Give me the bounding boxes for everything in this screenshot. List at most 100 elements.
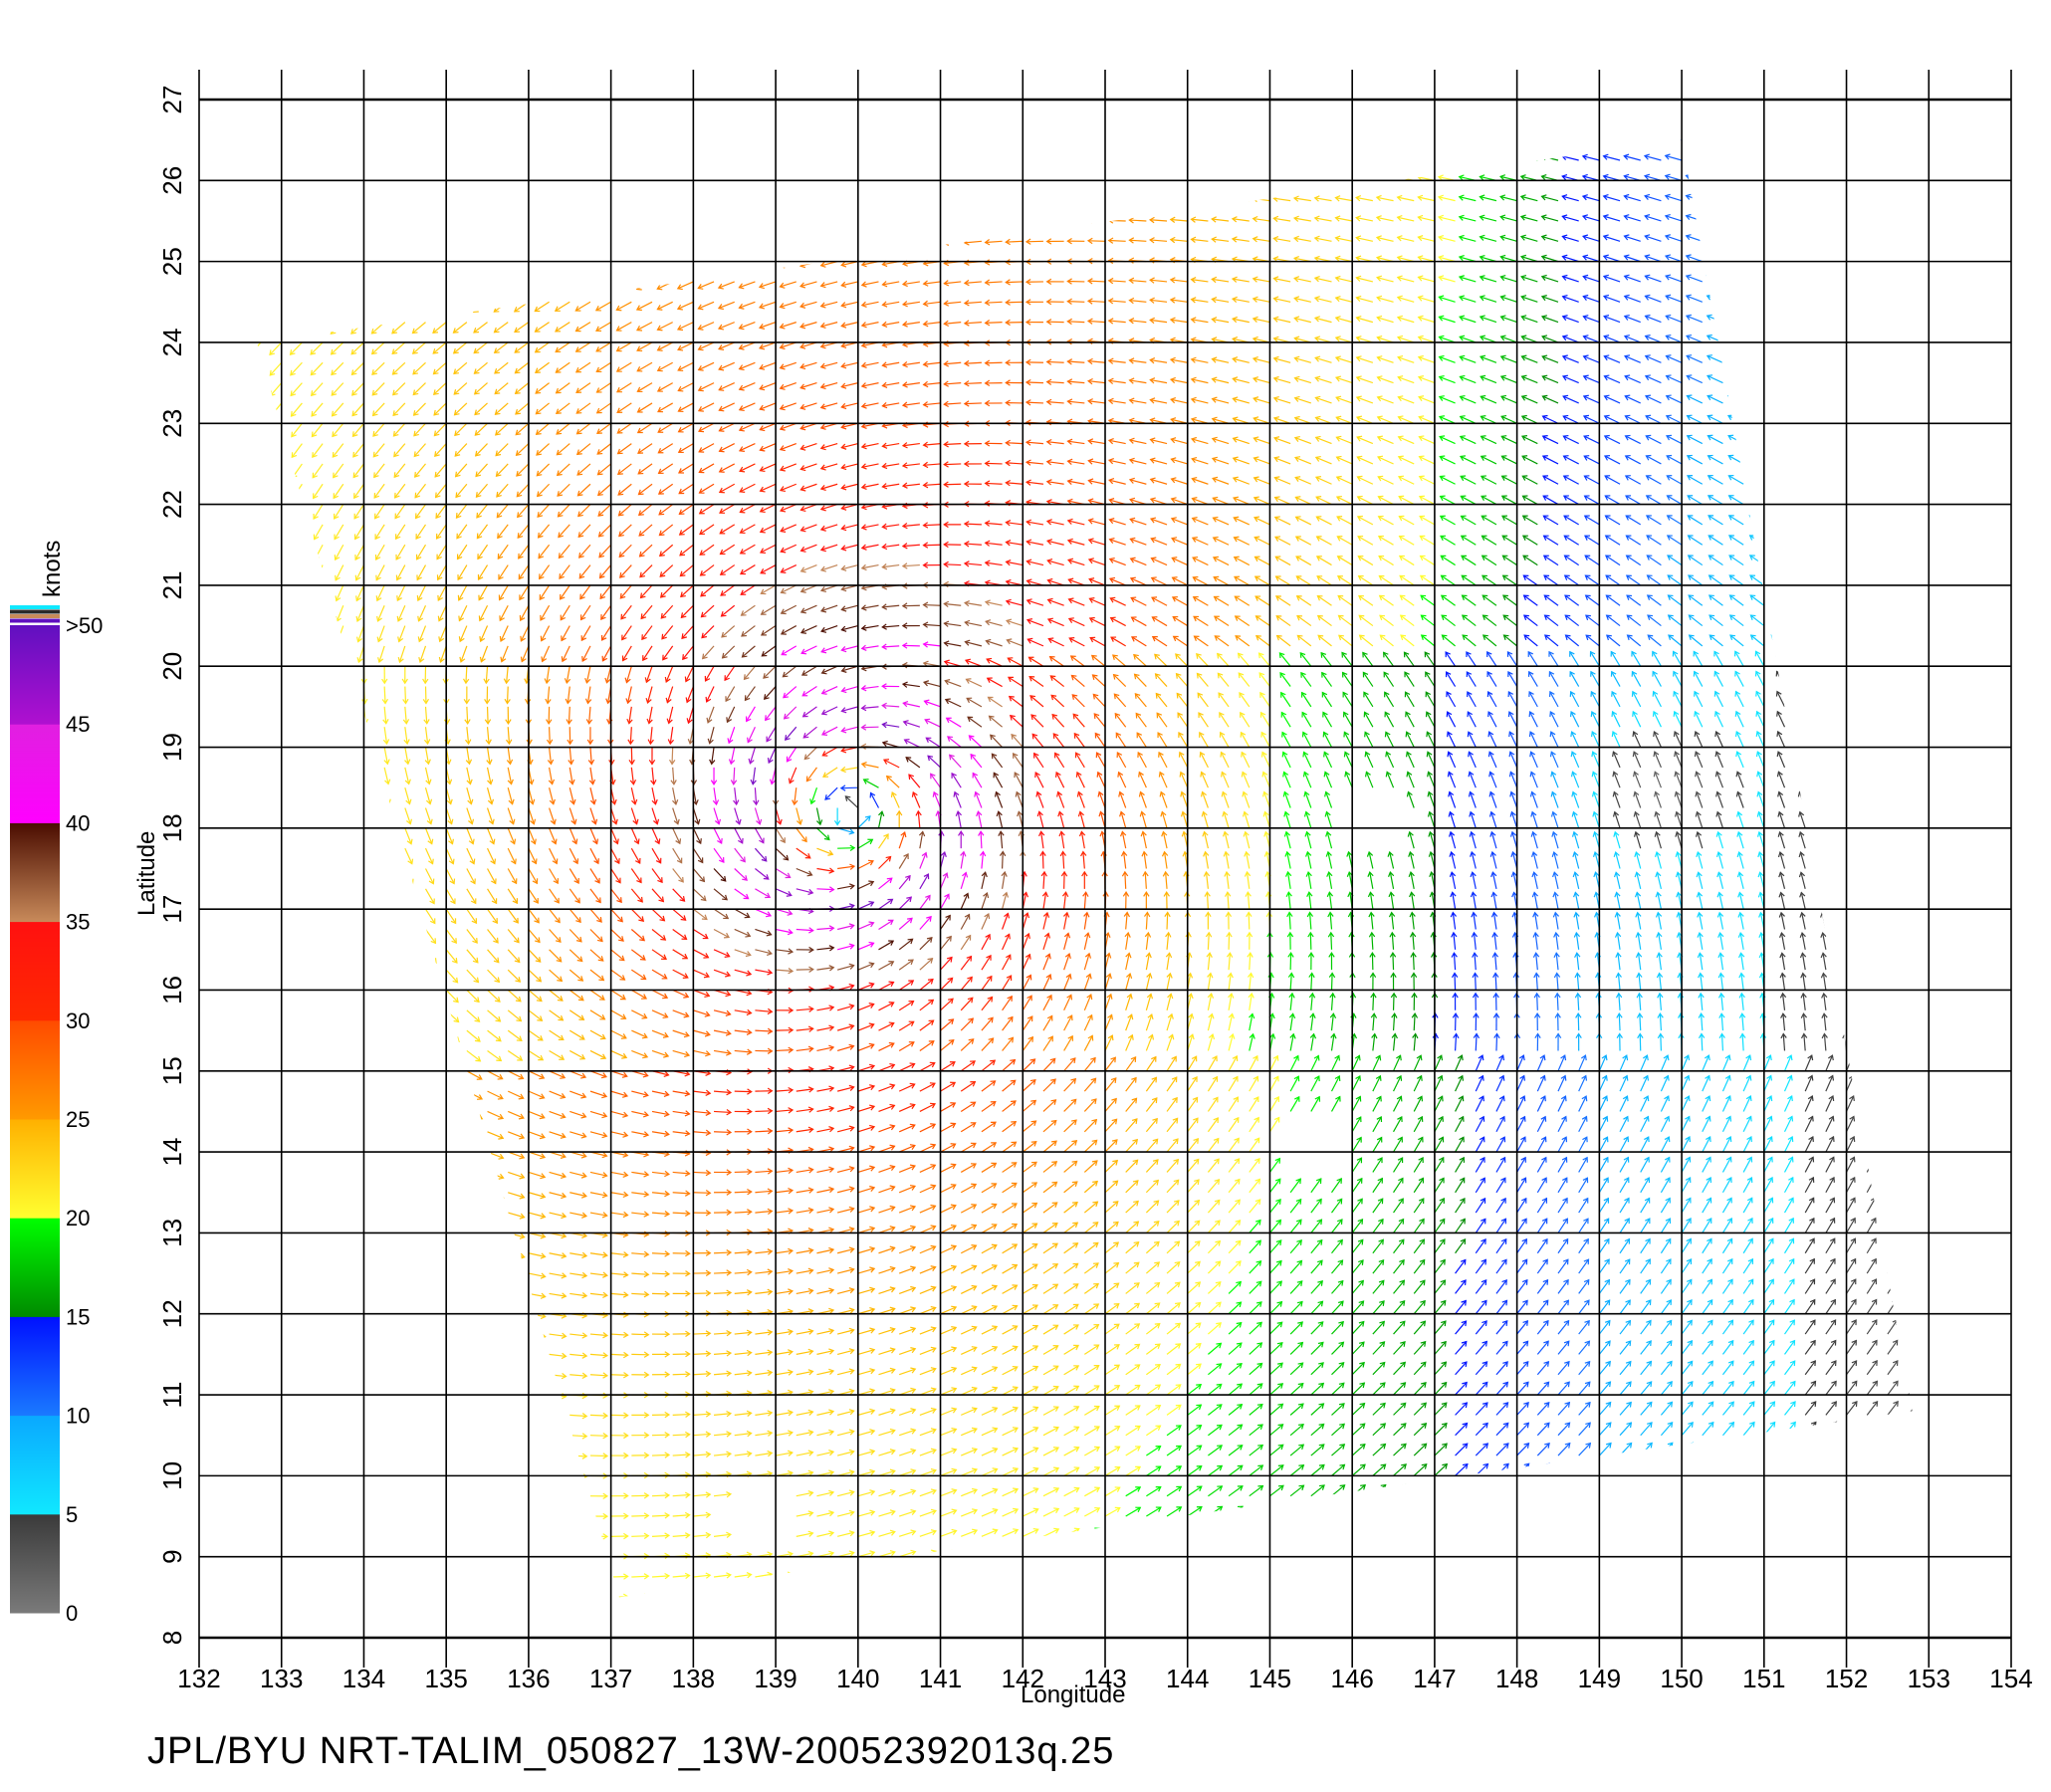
wind-vector-head: [1132, 1180, 1139, 1186]
wind-vector: [1599, 1606, 1612, 1617]
wind-vector: [631, 1110, 649, 1116]
wind-vector-head: [930, 1164, 937, 1170]
wind-vector-head: [622, 1271, 629, 1278]
wind-vector: [1310, 1096, 1320, 1112]
wind-vector-head: [705, 1592, 712, 1598]
wind-vector-head: [1319, 1525, 1326, 1531]
wind-vector: [1865, 1033, 1868, 1051]
wind-vector: [776, 1089, 794, 1092]
wind-vector-head: [476, 1094, 484, 1100]
wind-vector-head: [1873, 1502, 1880, 1509]
wind-vector: [878, 1510, 895, 1517]
wind-vector-head: [643, 1452, 650, 1459]
wind-vector-head: [1176, 1526, 1183, 1533]
wind-vector-head: [685, 1249, 691, 1257]
wind-vector: [1434, 1096, 1444, 1112]
wind-vector: [1187, 1526, 1203, 1537]
wind-vector-head: [1602, 1115, 1609, 1122]
wind-vector-head: [972, 1611, 977, 1616]
wind-vector-head: [478, 1454, 485, 1461]
wind-vector-head: [1584, 1299, 1590, 1306]
wind-vector: [1228, 1199, 1241, 1214]
wind-vector: [446, 1374, 463, 1379]
wind-vector: [1289, 1464, 1304, 1476]
wind-vector-head: [1894, 1563, 1901, 1570]
wind-vector-head: [395, 1274, 402, 1281]
wind-vector-head: [1520, 1156, 1526, 1163]
wind-vector-head: [869, 1612, 874, 1617]
wind-vector: [1289, 1178, 1301, 1194]
wind-vector-head: [1501, 1320, 1508, 1326]
wind-vector-head: [601, 1212, 608, 1219]
wind-vector-head: [1480, 1197, 1486, 1204]
wind-vector-head: [705, 1411, 712, 1418]
wind-vector-head: [1072, 1242, 1079, 1248]
wind-vector-head: [889, 1449, 896, 1456]
wind-vector: [1249, 1546, 1264, 1558]
wind-vector: [1681, 1279, 1693, 1294]
wind-vector-head: [664, 1290, 671, 1297]
wind-vector: [1063, 1099, 1077, 1112]
wind-vector-head: [788, 1167, 795, 1175]
wind-vector: [322, 1515, 340, 1521]
wind-vector-head: [1728, 1421, 1735, 1428]
wind-vector-head: [1072, 1283, 1079, 1289]
wind-vector-head: [1685, 1115, 1691, 1122]
wind-vector-head: [1112, 1159, 1119, 1166]
wind-vector-head: [1396, 1054, 1402, 1061]
wind-vector: [919, 1185, 936, 1194]
wind-vector: [1022, 1120, 1036, 1133]
wind-vector: [260, 1576, 278, 1582]
wind-vector-head: [930, 1305, 937, 1312]
wind-vector-head: [256, 1295, 257, 1302]
wind-vector: [836, 1208, 854, 1214]
wind-vector-head: [1914, 1422, 1919, 1427]
wind-vector: [1455, 1443, 1469, 1456]
wind-vector: [487, 1374, 505, 1379]
wind-vector-head: [314, 1515, 321, 1523]
wind-vector-head: [1811, 1522, 1818, 1529]
wind-vector: [570, 1414, 587, 1418]
wind-vector-head: [599, 1033, 606, 1040]
wind-vector-head: [453, 1016, 460, 1023]
wind-vector: [1269, 1301, 1282, 1315]
wind-vector: [1495, 1116, 1505, 1133]
wind-vector-head: [1502, 1381, 1509, 1388]
wind-vector-head: [1213, 1137, 1220, 1144]
wind-vector: [1516, 1320, 1528, 1335]
wind-vector: [1166, 1322, 1181, 1335]
wind-vector-head: [1586, 1564, 1593, 1571]
wind-vector: [1681, 1320, 1693, 1335]
wind-vector-head: [643, 1250, 650, 1258]
wind-vector-head: [520, 1534, 527, 1541]
wind-vector-head: [1935, 1483, 1939, 1488]
wind-vector-head: [988, 1037, 995, 1044]
wind-vector-head: [395, 1374, 402, 1382]
wind-vector: [1187, 1220, 1201, 1233]
wind-vector-head: [1582, 1197, 1589, 1204]
wind-vector: [836, 1369, 854, 1376]
wind-vector-head: [1625, 1278, 1631, 1285]
wind-vector-head: [499, 1373, 506, 1381]
wind-vector: [425, 1272, 442, 1279]
wind-vector-head: [1667, 1462, 1674, 1468]
wind-vector-head: [1378, 1279, 1385, 1286]
wind-vector-head: [951, 1528, 958, 1535]
wind-vector: [714, 1271, 732, 1274]
wind-vector-head: [1032, 1466, 1039, 1473]
wind-vector-head: [580, 1112, 587, 1119]
wind-vector: [1682, 1606, 1694, 1618]
wind-vector: [1434, 1504, 1448, 1517]
wind-vector-head: [889, 1408, 896, 1415]
wind-vector-head: [256, 1496, 258, 1503]
wind-vector: [404, 1110, 421, 1121]
wind-vector-head: [354, 1475, 361, 1482]
wind-vector-head: [1113, 1323, 1120, 1330]
wind-vector: [919, 1103, 936, 1112]
wind-vector-head: [292, 1375, 299, 1382]
wind-vector-head: [332, 1135, 339, 1142]
wind-vector: [1598, 1462, 1612, 1476]
wind-vector: [672, 1110, 690, 1115]
wind-vector: [1455, 1565, 1469, 1578]
wind-vector: [1909, 1605, 1921, 1617]
